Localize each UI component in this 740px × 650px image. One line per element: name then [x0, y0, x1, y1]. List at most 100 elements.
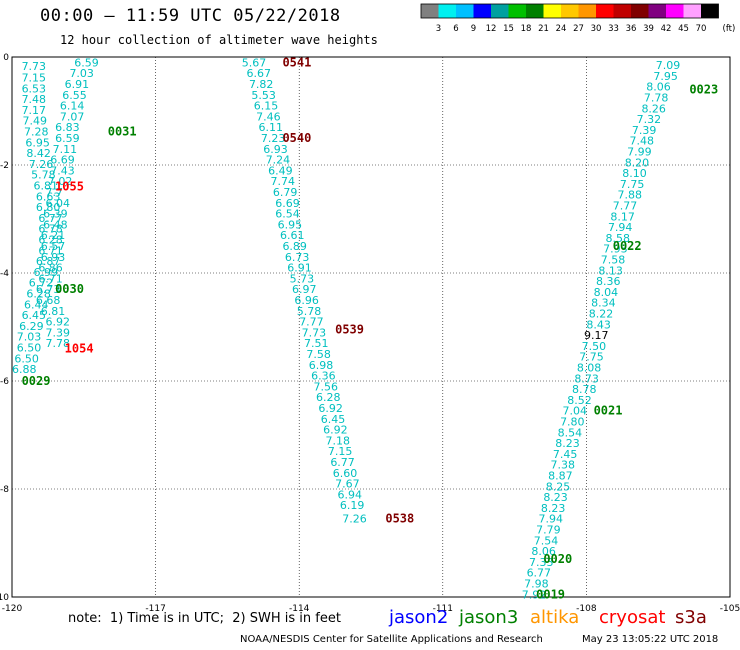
wave-height-label: 6.81 [41, 305, 66, 318]
wave-height-label: 7.94 [608, 221, 633, 234]
wave-height-label: 7.73 [22, 60, 47, 73]
wave-height-label: 7.49 [23, 115, 48, 128]
wave-height-label: 6.73 [36, 283, 61, 296]
wave-height-label: 8.17 [610, 210, 635, 223]
wave-height-label: 7.15 [328, 445, 353, 458]
color-scale-legend: 3 6 9 12 15 18 21 24 27 30 33 36 39 42 45 70 (ft) [420, 3, 735, 34]
wave-height-label: 8.23 [555, 437, 580, 450]
wave-height-label: 5.67 [242, 56, 267, 69]
wave-height-label: 7.51 [304, 337, 329, 350]
wave-height-label: 7.77 [613, 200, 638, 213]
wave-height-label: 7.79 [536, 524, 561, 537]
wave-height-label: 6.78 [38, 223, 63, 236]
colorbar-tick-label: 42 [661, 24, 672, 34]
wave-height-label: 5.78 [31, 169, 56, 182]
pass-time-label: 1054 [65, 342, 94, 356]
wave-height-label: 6.80 [36, 201, 61, 214]
legend-altika: altika [530, 607, 580, 628]
pass-time-label: 0020 [543, 552, 572, 566]
colorbar-border [420, 3, 719, 19]
colorbar-swatch [561, 4, 579, 18]
colorbar-swatch [666, 4, 684, 18]
wave-height-label: 6.92 [46, 316, 71, 329]
pass-time-label: 0022 [613, 239, 642, 253]
wave-height-label: 6.50 [14, 352, 39, 365]
wave-height-label: 6.99 [34, 266, 59, 279]
wave-height-label: 8.25 [546, 480, 571, 493]
wave-height-label: 6.93 [263, 143, 288, 156]
y-tick-label: -4 [0, 269, 9, 279]
x-tick-label: -105 [720, 604, 740, 614]
wave-height-label: 7.04 [562, 405, 587, 418]
wave-height-label: 7.88 [618, 189, 643, 202]
wave-height-label: 6.44 [24, 298, 49, 311]
wave-height-label: 7.50 [582, 340, 607, 353]
wave-height-label: 6.49 [268, 164, 293, 177]
wave-height-label: 8.06 [646, 81, 671, 94]
colorbar-swatch [596, 4, 614, 18]
wave-height-label: 5.78 [297, 305, 322, 318]
wave-height-label: 6.71 [38, 244, 63, 257]
wave-height-label: 6.69 [50, 154, 75, 167]
y-tick-label: 0 [3, 53, 9, 63]
wave-height-label: 6.29 [19, 320, 44, 333]
colorbar-tick-label: 27 [573, 24, 584, 34]
colorbar-tick-label: 70 [696, 24, 707, 34]
wave-height-label: 6.48 [43, 218, 68, 231]
colorbar-swatch [438, 4, 456, 18]
wave-height-label: 7.48 [22, 93, 47, 106]
wave-height-label: 7.45 [553, 448, 578, 461]
x-tick-label: -108 [576, 604, 597, 614]
wave-height-label: 6.11 [259, 121, 284, 134]
colorbar-swatch [648, 4, 666, 18]
colorbar-tick-label: 15 [503, 24, 514, 34]
colorbar-swatch [613, 4, 631, 18]
y-tick-label: -10 [0, 593, 9, 603]
wave-height-label: 7.54 [534, 534, 559, 547]
x-tick-label: -120 [2, 604, 23, 614]
colorbar-tick-label: 39 [643, 24, 654, 34]
wave-height-label: 6.59 [74, 56, 99, 69]
wave-height-label: 8.43 [586, 318, 611, 331]
wave-height-label: 7.39 [46, 326, 71, 339]
wave-height-label: 8.04 [594, 286, 619, 299]
wave-height-label: 7.67 [335, 478, 360, 491]
legend-s3a: s3a [675, 607, 707, 628]
wave-height-label: 7.78 [644, 92, 669, 105]
legend-cryosat: cryosat [599, 607, 666, 628]
footer-date: May 23 13:05:22 UTC 2018 [582, 634, 719, 645]
wave-height-label: 6.79 [273, 186, 298, 199]
wave-height-label: 7.98 [524, 578, 549, 591]
wave-height-label: 7.26 [342, 513, 367, 526]
wave-height-label: 7.46 [256, 110, 281, 123]
colorbar-swatch [456, 4, 474, 18]
pass-time-label: 1055 [55, 180, 84, 194]
wave-height-label: 7.15 [22, 72, 47, 85]
colorbar-tick-label: 12 [486, 24, 497, 34]
grid-lines [12, 57, 730, 597]
wave-height-label: 7.95 [653, 70, 678, 83]
wave-height-label: 6.77 [38, 212, 63, 225]
wave-height-label: 6.19 [340, 499, 365, 512]
wave-height-label: 8.06 [531, 545, 556, 558]
colorbar-tick-label: 18 [521, 24, 532, 34]
colorbar-swatch [421, 4, 439, 18]
pass-time-label: 0541 [282, 55, 311, 69]
x-tick-label: -114 [289, 604, 310, 614]
wave-height-label: 8.10 [622, 167, 647, 180]
wave-height-label: 6.45 [321, 413, 346, 426]
colorbar-swatch [683, 4, 701, 18]
colorbar-swatch [491, 4, 509, 18]
wave-height-label: 6.98 [309, 359, 334, 372]
wave-height-label: 7.03 [69, 67, 94, 80]
colorbar-tick-label: 6 [453, 24, 458, 34]
colorbar-tick-label: 3 [436, 24, 441, 34]
wave-height-label: 8.42 [26, 147, 51, 160]
colorbar-tick-label: 21 [538, 24, 549, 34]
plot-frame [11, 56, 731, 598]
colorbar-tick-label: 9 [471, 24, 476, 34]
footer-note: note: 1) Time is in UTC; 2) SWH is in fe… [68, 611, 341, 626]
y-tick-label: -2 [0, 161, 9, 171]
wave-height-label: 8.52 [567, 394, 592, 407]
pass-time-label: 0538 [385, 512, 414, 526]
